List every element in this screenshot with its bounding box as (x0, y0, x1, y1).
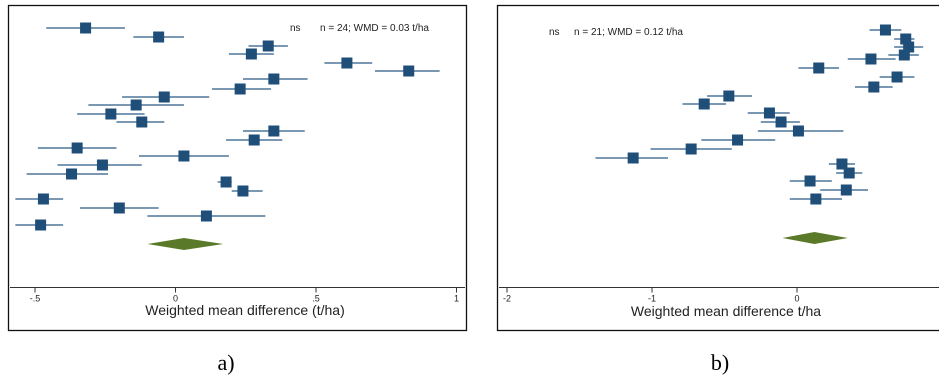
panel-a-frame (7, 4, 468, 332)
study-marker (262, 40, 274, 52)
study-marker (903, 41, 915, 53)
study-marker (868, 81, 880, 93)
study-marker (763, 107, 775, 119)
panel-a-marks (15, 22, 440, 250)
study-marker (37, 193, 49, 205)
study-marker (403, 65, 415, 77)
panel-b-frame (496, 4, 939, 332)
study-marker (71, 142, 83, 154)
study-marker (843, 167, 855, 179)
x-tick-label: -2 (503, 294, 511, 304)
study-marker (891, 71, 903, 83)
panel-b-x-axis-label: Weighted mean difference t/ha (631, 303, 821, 319)
x-tick-label: 1 (454, 294, 459, 304)
panel-a-caption: a) (217, 350, 234, 375)
study-marker (698, 98, 710, 110)
panel-a-sig-annotation: ns (290, 23, 301, 34)
study-marker (234, 83, 246, 95)
study-marker (879, 24, 891, 36)
panel-b-caption: b) (711, 350, 729, 375)
pooled-diamond (147, 238, 224, 250)
panel-a-ticks: -.5 0 .5 1 (30, 287, 459, 304)
study-marker (248, 134, 260, 146)
study-marker (130, 99, 142, 111)
study-marker (105, 108, 117, 120)
study-marker (200, 210, 212, 222)
study-marker (865, 53, 877, 65)
study-marker (66, 168, 78, 180)
study-marker (813, 62, 825, 74)
study-marker (840, 184, 852, 196)
panel-a-stats-annotation: n = 24; WMD = 0.03 t/ha (320, 23, 429, 34)
study-marker (153, 31, 165, 43)
pooled-diamond (782, 232, 848, 244)
study-marker (220, 176, 232, 188)
study-marker (80, 22, 92, 34)
study-marker (136, 116, 148, 128)
study-marker (35, 219, 47, 231)
study-marker (113, 202, 125, 214)
x-tick-label: -.5 (30, 294, 41, 304)
study-marker (792, 125, 804, 137)
study-marker (810, 193, 822, 205)
study-marker (96, 159, 108, 171)
panel-b-stats-annotation: n = 21; WMD = 0.12 t/ha (574, 27, 683, 38)
study-marker (627, 152, 639, 164)
study-marker (158, 91, 170, 103)
panel-b: ns n = 21; WMD = 0.12 t/ha -2 -1 0 Weighte… (496, 4, 939, 332)
panel-a-x-axis-label: Weighted mean difference (t/ha) (145, 302, 345, 318)
study-marker (268, 125, 280, 137)
study-marker (723, 90, 735, 102)
study-marker (685, 143, 697, 155)
panel-b-sig-annotation: ns (549, 27, 560, 38)
x-tick-label: 0 (794, 294, 799, 304)
panel-b-ticks: -2 -1 0 (503, 287, 800, 304)
x-tick-label: -1 (648, 294, 656, 304)
study-marker (341, 57, 353, 69)
study-marker (268, 73, 280, 85)
panel-b-marks (595, 24, 924, 244)
study-marker (237, 185, 249, 197)
study-marker (836, 158, 848, 170)
study-marker (804, 175, 816, 187)
study-marker (775, 116, 787, 128)
study-marker (245, 48, 257, 60)
panel-a: ns n = 24; WMD = 0.03 t/ha -.5 0 .5 1 Weigh… (7, 4, 468, 332)
study-marker (898, 49, 910, 61)
x-tick-label: 0 (173, 294, 178, 304)
x-tick-label: .5 (312, 294, 320, 304)
study-marker (178, 150, 190, 162)
study-marker (732, 134, 744, 146)
study-marker (900, 33, 912, 45)
